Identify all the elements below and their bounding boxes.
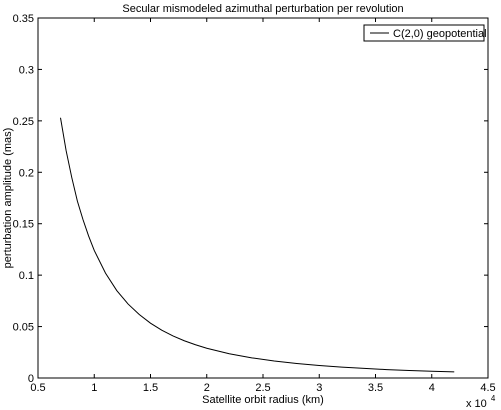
x-axis-multiplier-exponent: 4 [491,394,496,403]
x-axis-multiplier-base: x 10 [466,398,487,410]
x-tick-label: 4 [429,382,435,394]
x-tick-label: 3 [316,382,322,394]
y-tick-label: 0 [28,373,34,385]
y-tick-label: 0.15 [13,219,34,231]
y-axis-label: perturbation amplitude (mas) [2,128,14,269]
y-tick-label: 0.25 [13,116,34,128]
x-tick-label: 1.5 [143,382,158,394]
x-axis-multiplier: x 10 4 [466,394,496,410]
legend-box [363,24,485,42]
y-tick-label: 0.35 [13,13,34,25]
x-axis: 0.5 1 1.5 2 2.5 3 3.5 4 4.5 [30,18,496,394]
x-tick-label: 3.5 [368,382,383,394]
legend: C(2,0) geopotential [363,24,487,42]
x-tick-label: 4.5 [480,382,495,394]
chart-title: Secular mismodeled azimuthal perturbatio… [122,3,403,15]
x-tick-label: 1 [91,382,97,394]
x-tick-label: 2.5 [255,382,270,394]
legend-label: C(2,0) geopotential [393,28,487,40]
x-tick-label: 0.5 [30,382,45,394]
y-tick-label: 0.3 [19,64,34,76]
x-tick-label: 2 [204,382,210,394]
y-tick-label: 0.1 [19,270,34,282]
series-layer [60,117,455,373]
x-axis-label: Satellite orbit radius (km) [202,394,324,406]
series-line-0 [60,117,455,373]
y-tick-label: 0.05 [13,322,34,334]
y-axis: 0 0.05 0.1 0.15 0.2 0.25 0.3 0.35 [13,13,488,385]
plot-area [37,17,489,379]
y-tick-label: 0.2 [19,167,34,179]
